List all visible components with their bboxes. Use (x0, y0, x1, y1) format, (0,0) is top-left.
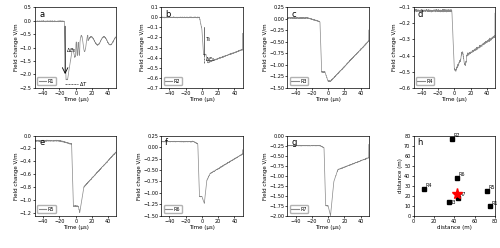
Text: R2: R2 (454, 133, 460, 138)
Text: R7: R7 (460, 192, 466, 197)
Y-axis label: Field change V/m: Field change V/m (392, 24, 397, 71)
Text: R6: R6 (459, 172, 466, 177)
Legend: R2: R2 (164, 77, 182, 85)
X-axis label: Time (μs): Time (μs) (189, 97, 215, 102)
Text: h: h (418, 138, 423, 147)
Text: $\Delta E_0$: $\Delta E_0$ (205, 55, 215, 64)
Text: b: b (166, 10, 170, 19)
X-axis label: Time (μs): Time (μs) (63, 97, 88, 102)
Legend: R3: R3 (290, 77, 308, 85)
Text: e: e (39, 138, 44, 147)
Text: R3: R3 (449, 200, 456, 205)
Y-axis label: Field change V/m: Field change V/m (140, 24, 144, 71)
X-axis label: distance (m): distance (m) (437, 225, 472, 230)
Text: c: c (292, 10, 296, 19)
Text: $\Delta T$: $\Delta T$ (78, 80, 87, 88)
Y-axis label: Field change V/m: Field change V/m (14, 24, 18, 71)
Text: $\Delta E_0$: $\Delta E_0$ (66, 46, 76, 55)
Legend: R4: R4 (416, 77, 434, 85)
X-axis label: Time (μs): Time (μs) (189, 225, 215, 230)
Y-axis label: Field change V/m: Field change V/m (14, 152, 18, 199)
Legend: R1: R1 (38, 77, 56, 85)
Y-axis label: distance (m): distance (m) (398, 158, 403, 193)
Text: $T_0$: $T_0$ (205, 35, 212, 44)
Y-axis label: Field change V/m: Field change V/m (263, 152, 268, 199)
Text: R1: R1 (492, 201, 498, 206)
Text: a: a (39, 10, 44, 19)
Text: R4: R4 (426, 183, 432, 188)
X-axis label: Time (μs): Time (μs) (442, 97, 467, 102)
Legend: R5: R5 (38, 205, 56, 213)
Y-axis label: Field change V/m: Field change V/m (136, 152, 141, 199)
Text: g: g (292, 138, 297, 147)
Y-axis label: Field change V/m: Field change V/m (263, 24, 268, 71)
Text: R5: R5 (488, 185, 495, 190)
X-axis label: Time (μs): Time (μs) (63, 225, 88, 230)
Legend: R6: R6 (164, 205, 182, 213)
Text: f: f (166, 138, 168, 147)
X-axis label: Time (μs): Time (μs) (315, 97, 341, 102)
Legend: R7: R7 (290, 205, 308, 213)
X-axis label: Time (μs): Time (μs) (315, 225, 341, 230)
Text: d: d (418, 10, 423, 19)
